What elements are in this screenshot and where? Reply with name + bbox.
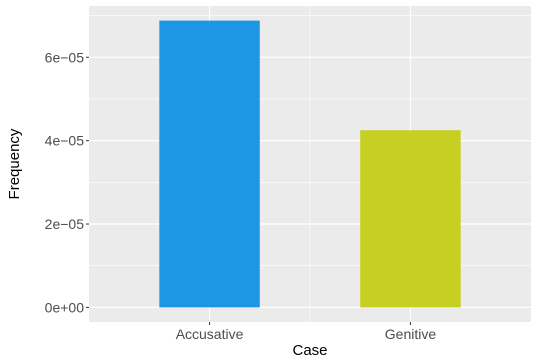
y-axis-title: Frequency xyxy=(6,128,23,199)
bar-accusative xyxy=(159,20,260,308)
x-tick-label: Accusative xyxy=(176,326,244,342)
bars xyxy=(159,20,461,308)
y-axis: 0e+00 2e−05 4e−05 6e−05 xyxy=(45,49,89,315)
y-tick-label: 6e−05 xyxy=(45,49,85,65)
x-axis-title: Case xyxy=(292,342,327,359)
y-tick-label: 4e−05 xyxy=(45,133,85,149)
x-tick-label: Genitive xyxy=(385,326,437,342)
bar-genitive xyxy=(360,130,461,308)
y-tick-label: 2e−05 xyxy=(45,216,85,232)
y-tick-label: 0e+00 xyxy=(45,299,85,315)
x-axis: Accusative Genitive xyxy=(176,322,437,342)
